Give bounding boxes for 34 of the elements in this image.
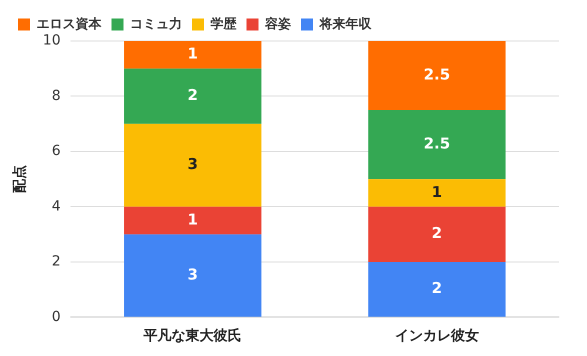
legend-label: 容姿 <box>264 16 291 32</box>
data-label: 2.5 <box>424 65 450 84</box>
data-label: 2.5 <box>424 134 450 152</box>
data-label: 1 <box>432 182 442 201</box>
bar <box>124 124 262 207</box>
bar <box>368 262 506 317</box>
legend-label: エロス資本 <box>36 16 102 32</box>
y-tick-label: 4 <box>52 198 61 214</box>
bar <box>368 41 506 110</box>
bar <box>124 68 262 124</box>
y-tick-label: 10 <box>42 32 61 49</box>
bar <box>368 110 506 180</box>
data-label: 2 <box>432 224 442 242</box>
bar <box>124 206 262 234</box>
legend-label: コミュ力 <box>130 16 182 32</box>
data-label: 1 <box>187 44 198 63</box>
data-label: 2 <box>187 86 198 104</box>
bar <box>368 179 506 207</box>
legend-label: 学歴 <box>210 16 238 32</box>
bar <box>124 234 262 317</box>
legend-label: 将来年収 <box>318 16 372 32</box>
bar <box>124 41 262 69</box>
data-label: 2 <box>432 279 442 298</box>
y-tick-label: 0 <box>52 308 61 325</box>
y-axis-title: 配点 <box>12 165 28 194</box>
x-tick-label: インカレ彼女 <box>394 328 479 344</box>
data-label: 3 <box>187 265 198 284</box>
data-label: 3 <box>187 155 198 174</box>
x-tick-label: 平凡な東大彼氏 <box>142 327 242 344</box>
y-tick-label: 2 <box>52 254 61 270</box>
data-label: 1 <box>187 210 198 228</box>
bar <box>368 206 506 262</box>
y-tick-label: 6 <box>52 143 61 160</box>
y-tick-label: 8 <box>52 88 61 104</box>
